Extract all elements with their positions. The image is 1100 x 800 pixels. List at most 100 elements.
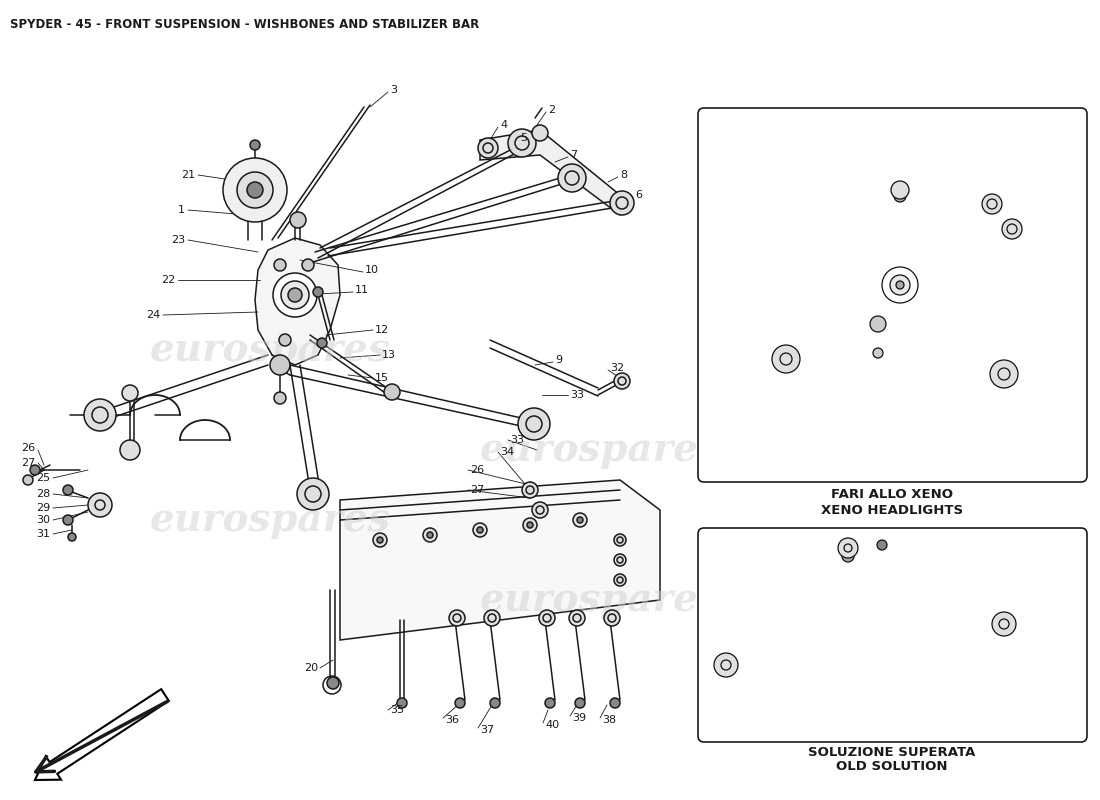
Circle shape: [544, 698, 556, 708]
Circle shape: [982, 194, 1002, 214]
Polygon shape: [480, 130, 620, 215]
Circle shape: [573, 513, 587, 527]
Circle shape: [532, 502, 548, 518]
Circle shape: [384, 384, 400, 400]
Text: 6: 6: [635, 190, 642, 200]
Text: 11: 11: [355, 285, 368, 295]
Circle shape: [84, 399, 116, 431]
Circle shape: [539, 610, 556, 626]
Polygon shape: [255, 238, 340, 365]
Circle shape: [490, 698, 500, 708]
Text: 5: 5: [520, 133, 527, 143]
Text: eurospares: eurospares: [150, 331, 390, 369]
Circle shape: [317, 338, 327, 348]
Circle shape: [870, 316, 886, 332]
Text: 21: 21: [180, 170, 195, 180]
Text: 19: 19: [740, 290, 755, 300]
Circle shape: [578, 517, 583, 523]
Circle shape: [877, 540, 887, 550]
Circle shape: [236, 172, 273, 208]
Circle shape: [223, 158, 287, 222]
Text: 39: 39: [572, 713, 586, 723]
FancyArrow shape: [1027, 357, 1060, 385]
Circle shape: [290, 212, 306, 228]
Text: 10: 10: [740, 320, 754, 330]
Circle shape: [274, 392, 286, 404]
Circle shape: [270, 355, 290, 375]
Text: SOLUZIONE SUPERATA: SOLUZIONE SUPERATA: [808, 746, 976, 758]
Text: 9: 9: [556, 355, 562, 365]
Circle shape: [772, 345, 800, 373]
Text: 41: 41: [1020, 591, 1035, 605]
Circle shape: [558, 164, 586, 192]
Text: 33: 33: [570, 390, 584, 400]
Circle shape: [302, 259, 313, 271]
Circle shape: [614, 534, 626, 546]
Circle shape: [522, 518, 537, 532]
Circle shape: [248, 182, 263, 198]
Text: 15: 15: [740, 440, 754, 450]
Circle shape: [397, 698, 407, 708]
Circle shape: [424, 528, 437, 542]
Text: 27: 27: [470, 485, 484, 495]
Text: 10: 10: [724, 320, 738, 330]
Text: 11: 11: [740, 395, 754, 405]
Circle shape: [63, 515, 73, 525]
Text: 38: 38: [602, 715, 616, 725]
Text: 16: 16: [740, 230, 754, 240]
Circle shape: [614, 574, 626, 586]
Circle shape: [120, 440, 140, 460]
Text: 31: 31: [36, 529, 50, 539]
Circle shape: [484, 610, 500, 626]
Circle shape: [508, 129, 536, 157]
Text: 13: 13: [740, 185, 754, 195]
Circle shape: [250, 140, 260, 150]
Text: 40: 40: [544, 720, 559, 730]
Text: 1: 1: [178, 205, 185, 215]
Text: 8: 8: [620, 170, 627, 180]
Circle shape: [327, 677, 339, 689]
Circle shape: [532, 125, 548, 141]
Circle shape: [896, 281, 904, 289]
Text: 7: 7: [570, 150, 578, 160]
Circle shape: [990, 360, 1018, 388]
Circle shape: [273, 273, 317, 317]
Text: 24: 24: [145, 310, 160, 320]
Text: 15: 15: [375, 373, 389, 383]
Text: OLD SOLUTION: OLD SOLUTION: [836, 761, 948, 774]
Circle shape: [297, 478, 329, 510]
Circle shape: [992, 612, 1016, 636]
Circle shape: [449, 610, 465, 626]
Text: eurospares: eurospares: [480, 581, 720, 619]
Circle shape: [890, 275, 910, 295]
Text: eurospares: eurospares: [480, 431, 720, 469]
Text: 37: 37: [480, 725, 494, 735]
Text: 30: 30: [36, 515, 50, 525]
Circle shape: [478, 138, 498, 158]
Text: Vedi Tav. 133: Vedi Tav. 133: [1013, 120, 1082, 130]
FancyBboxPatch shape: [698, 108, 1087, 482]
Text: See Draw. 133: See Draw. 133: [1006, 135, 1082, 145]
Circle shape: [477, 527, 483, 533]
Circle shape: [614, 373, 630, 389]
Text: FARI ALLO XENO: FARI ALLO XENO: [830, 489, 953, 502]
Text: 10: 10: [365, 265, 380, 275]
FancyBboxPatch shape: [698, 528, 1087, 742]
Text: 22: 22: [161, 275, 175, 285]
Circle shape: [23, 475, 33, 485]
Text: SPYDER - 45 - FRONT SUSPENSION - WISHBONES AND STABILIZER BAR: SPYDER - 45 - FRONT SUSPENSION - WISHBON…: [10, 18, 480, 31]
Text: 13: 13: [382, 350, 396, 360]
Circle shape: [377, 537, 383, 543]
Text: 23: 23: [170, 235, 185, 245]
Circle shape: [122, 385, 138, 401]
Circle shape: [891, 181, 909, 199]
Text: 3: 3: [390, 85, 397, 95]
Circle shape: [455, 698, 465, 708]
Circle shape: [604, 610, 620, 626]
Text: 12: 12: [375, 325, 389, 335]
Circle shape: [280, 281, 309, 309]
Text: 20: 20: [304, 663, 318, 673]
Text: 34: 34: [500, 447, 514, 457]
Circle shape: [610, 191, 634, 215]
Circle shape: [522, 482, 538, 498]
